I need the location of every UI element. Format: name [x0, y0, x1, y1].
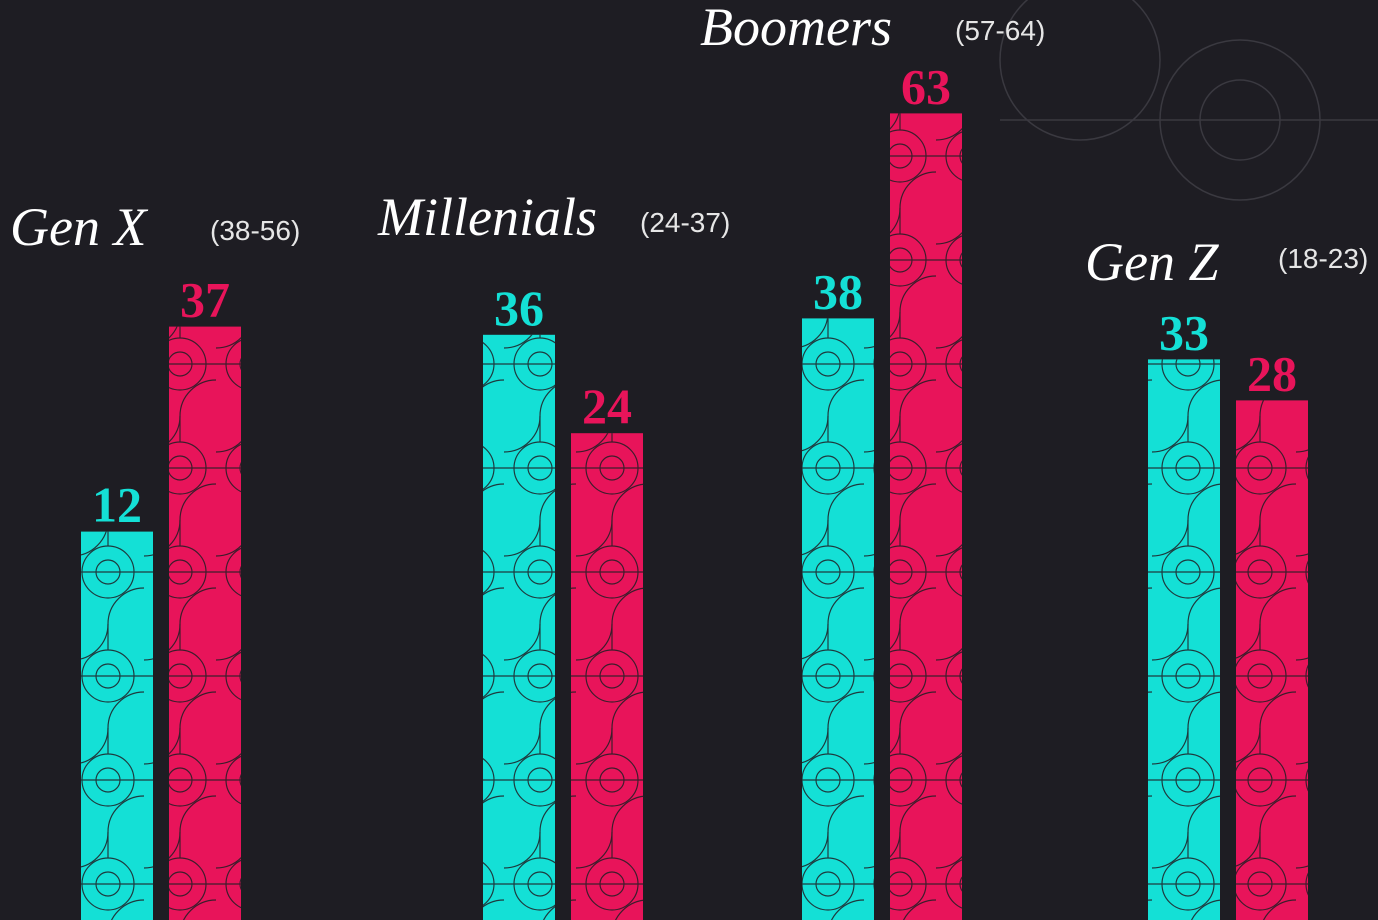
bar-pattern [802, 318, 874, 920]
background-ornament [999, 0, 1378, 201]
category-label: Gen X [10, 197, 148, 257]
bar-pattern [1148, 359, 1220, 920]
value-label: 37 [180, 272, 230, 328]
category-label: Boomers [700, 0, 892, 57]
category-range: (38-56) [210, 215, 300, 246]
bar-pattern [1236, 400, 1308, 920]
category-range: (24-37) [640, 207, 730, 238]
bar-pattern [169, 326, 241, 920]
value-label: 38 [813, 263, 863, 319]
value-label: 12 [92, 477, 142, 533]
bar-pattern [483, 334, 555, 920]
value-label: 36 [494, 280, 544, 336]
bar-pattern [81, 531, 153, 920]
category-label: Millenials [377, 187, 597, 247]
value-label: 24 [582, 378, 632, 434]
bar-pattern [890, 113, 962, 920]
category-range: (57-64) [955, 15, 1045, 46]
value-label: 33 [1159, 304, 1209, 360]
bar-pattern [571, 433, 643, 920]
value-label: 28 [1247, 345, 1297, 401]
value-label: 63 [901, 58, 951, 114]
category-label: Gen Z [1085, 232, 1219, 292]
category-range: (18-23) [1278, 243, 1368, 274]
